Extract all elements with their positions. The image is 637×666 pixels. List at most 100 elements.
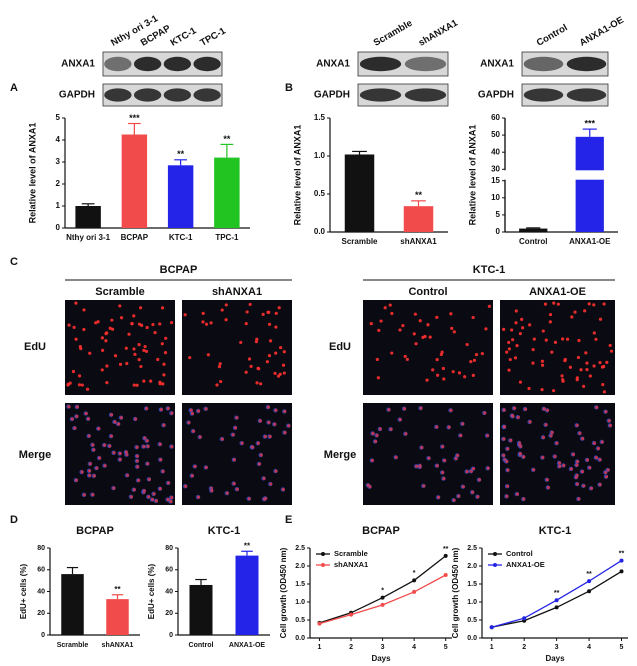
label: 60 (491, 113, 500, 122)
label: 3 (381, 644, 385, 651)
edu-cell (540, 388, 544, 392)
edu-cell (281, 363, 286, 367)
edu-cell (532, 468, 536, 472)
edu-cell (124, 450, 128, 454)
edu-cell (520, 317, 524, 322)
label: ANXA1-OE (229, 642, 266, 649)
edu-cell (585, 367, 589, 372)
edu-cell (80, 470, 84, 474)
edu-cell (518, 380, 523, 384)
edu-cell (375, 357, 379, 362)
edu-cell (471, 315, 475, 320)
edu-cell (518, 443, 522, 447)
edu-cell (125, 473, 130, 477)
edu-cell (259, 382, 263, 386)
edu-cell (402, 407, 407, 411)
edu-cell (109, 434, 114, 438)
edu-cell (233, 426, 238, 430)
label: KTC-1 (169, 233, 193, 242)
bar (235, 555, 259, 635)
edu-cell (245, 310, 249, 314)
edu-cell (401, 324, 405, 328)
edu-cell (465, 469, 469, 474)
edu-cell (244, 370, 248, 374)
edu-cell (507, 368, 511, 372)
edu-cell (132, 314, 136, 318)
edu-cell (267, 354, 272, 358)
edu-cell (158, 487, 162, 491)
label: Scramble (372, 18, 415, 49)
edu-cell (542, 407, 546, 411)
edu-cell (88, 462, 92, 466)
edu-cell (82, 327, 86, 332)
edu-cell (144, 406, 149, 411)
edu-cell (118, 304, 122, 308)
edu-cell (108, 326, 112, 330)
label: Control (189, 642, 214, 649)
edu-cell (277, 306, 281, 310)
label: 1.0 (467, 599, 477, 606)
edu-cell (281, 487, 285, 492)
edu-cell (161, 469, 165, 473)
edu-cell (287, 424, 291, 428)
edu-cell (598, 458, 602, 462)
edu-cell (601, 383, 605, 387)
edu-cell (471, 467, 476, 471)
edu-cell (70, 417, 74, 421)
edu-cell (507, 340, 511, 345)
edu-cell (505, 494, 509, 498)
edu-cell (540, 359, 544, 363)
edu-cell (225, 491, 229, 495)
label: 1.5 (295, 581, 305, 588)
label: Days (371, 654, 391, 663)
edu-cell (97, 456, 102, 460)
edu-cell (74, 337, 78, 341)
edu-cell (435, 357, 439, 362)
legend-marker (321, 552, 325, 556)
edu-cell (117, 422, 121, 426)
point (380, 602, 385, 607)
edu-cell (239, 340, 243, 345)
label: Scramble (95, 286, 145, 298)
edu-cell (532, 337, 536, 341)
edu-cell (552, 301, 556, 305)
bar (121, 134, 148, 228)
edu-cell (576, 355, 581, 360)
micrograph (363, 403, 493, 505)
label: ANXA1 (480, 59, 514, 70)
blot-band (566, 88, 607, 102)
label: Relative level of ANXA1 (27, 123, 37, 224)
edu-cell (137, 357, 141, 362)
label: 40 (37, 588, 45, 595)
edu-cell (196, 495, 201, 499)
edu-cell (112, 486, 116, 490)
edu-cell (282, 350, 286, 354)
label: Control (535, 22, 570, 48)
edu-cell (82, 493, 86, 497)
label: 80 (37, 545, 45, 552)
edu-cell (454, 456, 458, 461)
edu-cell (118, 451, 122, 456)
edu-cell (146, 462, 150, 466)
label: 1.5 (314, 113, 326, 122)
point (412, 589, 417, 594)
label: BCPAP (362, 525, 400, 537)
label: shANXA1 (102, 642, 134, 649)
label: Relative level of ANXA1 (292, 125, 302, 226)
edu-cell (147, 477, 151, 481)
edu-cell (420, 445, 424, 450)
edu-cell (160, 342, 164, 346)
edu-cell (469, 360, 473, 364)
edu-cell (548, 320, 552, 324)
edu-cell (390, 351, 394, 355)
edu-cell (127, 332, 131, 336)
edu-cell (95, 466, 99, 470)
edu-cell (383, 306, 387, 310)
edu-cell (162, 423, 166, 427)
edu-cell (565, 337, 570, 341)
edu-cell (589, 486, 594, 490)
micrograph (500, 300, 615, 395)
edu-cell (587, 302, 591, 306)
edu-cell (255, 337, 259, 341)
edu-cell (443, 458, 447, 463)
